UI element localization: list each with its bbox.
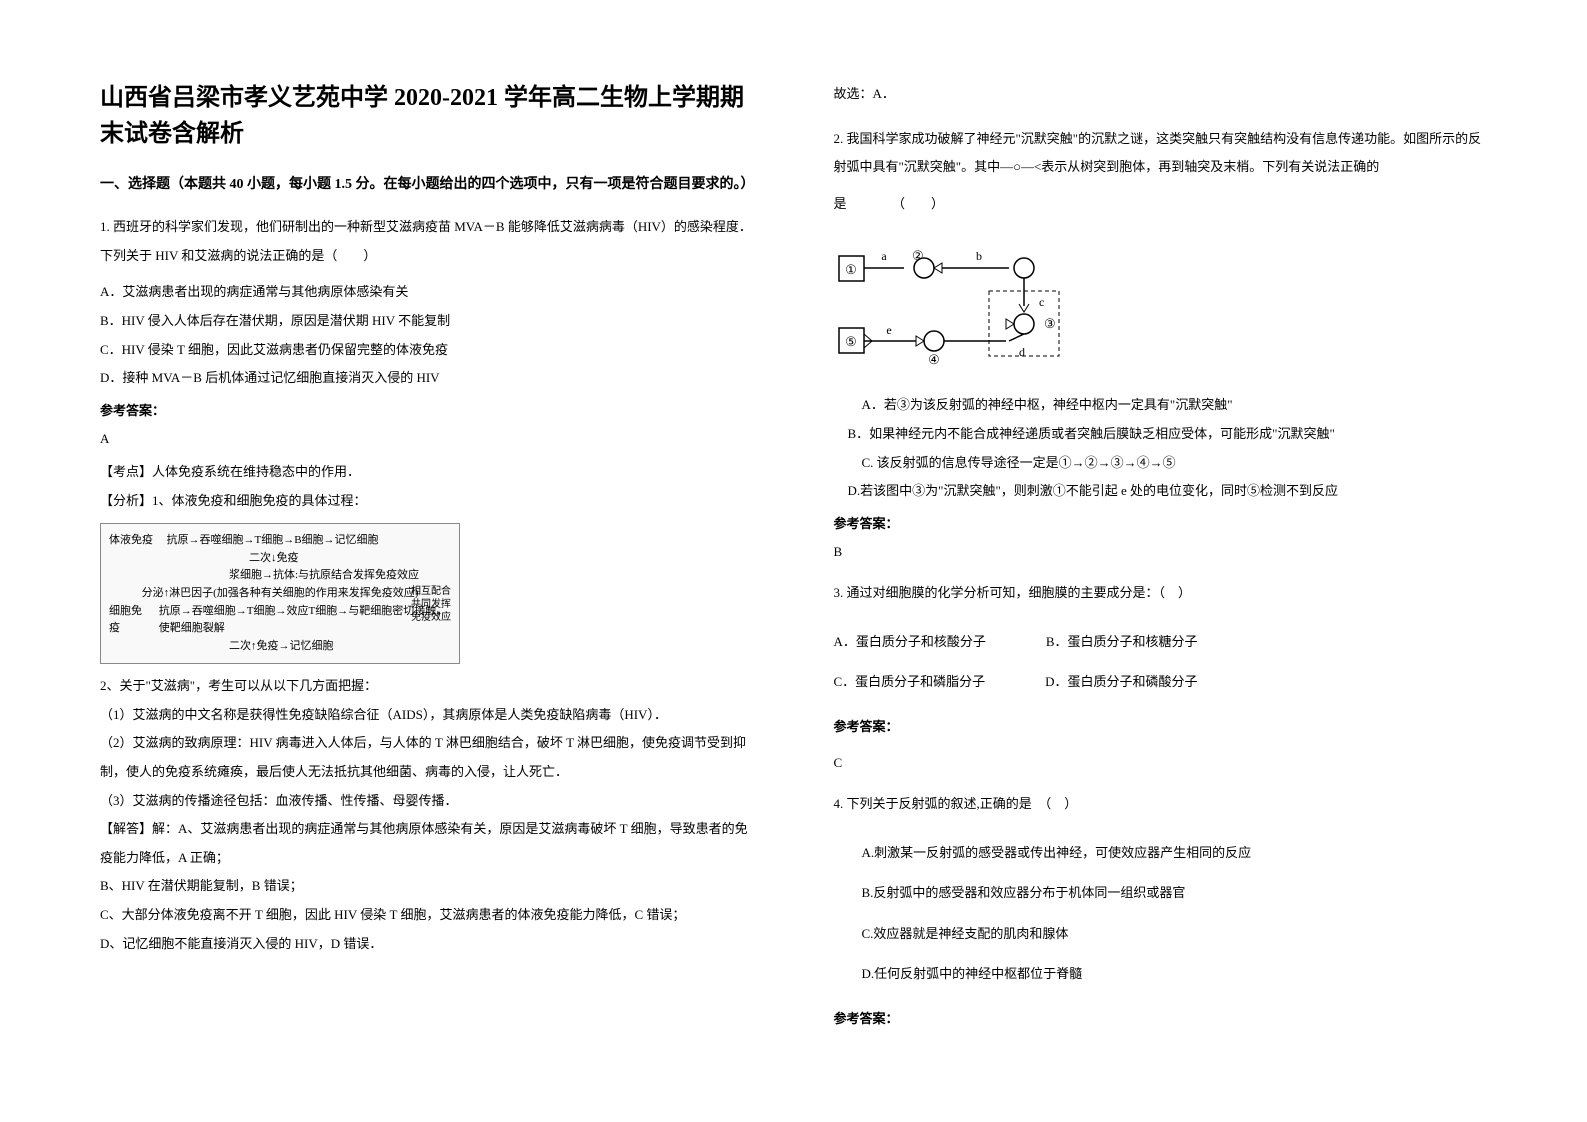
q1-kaodian: 【考点】人体免疫系统在维持稳态中的作用． xyxy=(100,458,754,487)
q1-jieda: 【解答】解：A、艾滋病患者出现的病症通常与其他病原体感染有关，原因是艾滋病毒破坏… xyxy=(100,815,754,872)
q3-answer-label: 参考答案： xyxy=(834,713,1488,742)
q1-point2-2: （2）艾滋病的致病原理：HIV 病毒进入人体后，与人体的 T 淋巴细胞结合，破坏… xyxy=(100,729,754,786)
q3-optB: B．蛋白质分子和核糖分子 xyxy=(1046,628,1198,657)
svg-text:④: ④ xyxy=(928,352,940,367)
q4-answer-label: 参考答案： xyxy=(834,1005,1488,1034)
q1-optC: C．HIV 侵染 T 细胞，因此艾滋病患者仍保留完整的体液免疫 xyxy=(100,336,754,365)
q3-answer: C xyxy=(834,749,1488,778)
diagram-line1: 抗原→吞噬细胞→T细胞→B细胞→记忆细胞 xyxy=(167,532,379,550)
svg-text:d: d xyxy=(1019,345,1025,359)
q2-text: 2. 我国科学家成功破解了神经元"沉默突触"的沉默之谜，这类突触只有突触结构没有… xyxy=(834,125,1488,182)
svg-text:③: ③ xyxy=(1044,316,1056,331)
diagram-tiyemianyi: 体液免疫 xyxy=(109,532,153,550)
q2-optA: A．若③为该反射弧的神经中枢，神经中枢内一定具有"沉默突触" xyxy=(834,391,1488,420)
q1-jiedaC: C、大部分体液免疫离不开 T 细胞，因此 HIV 侵染 T 细胞，艾滋病患者的体… xyxy=(100,901,754,930)
diagram-line6: 二次↑免疫→记忆细胞 xyxy=(109,638,451,656)
q1-optA: A．艾滋病患者出现的病症通常与其他病原体感染有关 xyxy=(100,278,754,307)
q1-optB: B．HIV 侵入人体后存在潜伏期，原因是潜伏期 HIV 不能复制 xyxy=(100,307,754,336)
svg-text:c: c xyxy=(1039,295,1044,309)
q3-optC: C．蛋白质分子和磷脂分子 xyxy=(834,668,986,697)
q1-answer: A xyxy=(100,425,754,454)
diagram-side: 相互配合共同发挥免疫效应 xyxy=(411,585,451,624)
reflex-arc-diagram: ① a ② b c ③ d ④ e ⑤ xyxy=(834,236,1488,381)
q1-point2-intro: 2、关于"艾滋病"，考生可以从以下几方面把握： xyxy=(100,672,754,701)
diagram-line4: 分泌↑淋巴因子(加强各种有关细胞的作用来发挥免疫效应) xyxy=(109,585,451,603)
q1-optD: D．接种 MVA－B 后机体通过记忆细胞直接消灭入侵的 HIV xyxy=(100,364,754,393)
q4-optA: A.刺激某一反射弧的感受器或传出神经，可使效应器产生相同的反应 xyxy=(834,839,1488,868)
q4-text: 4. 下列关于反射弧的叙述,正确的是 （ ） xyxy=(834,790,1488,819)
diagram-line5: 抗原→吞噬细胞→T细胞→效应T细胞→与靶细胞密切接触，使靶细胞裂解 xyxy=(159,603,451,638)
q2-optB: B．如果神经元内不能合成神经递质或者突触后膜缺乏相应受体，可能形成"沉默突触" xyxy=(834,420,1488,449)
q2-answer: B xyxy=(834,538,1488,567)
svg-text:①: ① xyxy=(845,262,857,277)
q2-text2: 是 （ ） xyxy=(834,190,1488,219)
q3-text: 3. 通过对细胞膜的化学分析可知，细胞膜的主要成分是：（ ） xyxy=(834,579,1488,608)
q1-point2-1: （1）艾滋病的中文名称是获得性免疫缺陷综合征（AIDS），其病原体是人类免疫缺陷… xyxy=(100,701,754,730)
q4-optB: B.反射弧中的感受器和效应器分布于机体同一组织或器官 xyxy=(834,879,1488,908)
q1-guxuan: 故选：A． xyxy=(834,80,1488,109)
diagram-line2: 二次↓免疫 xyxy=(109,550,451,568)
left-column: 山西省吕梁市孝义艺苑中学 2020-2021 学年高二生物上学期期末试卷含解析 … xyxy=(100,80,754,1082)
q1-jiedaD: D、记忆细胞不能直接消灭入侵的 HIV，D 错误． xyxy=(100,930,754,959)
immune-diagram: 体液免疫 抗原→吞噬细胞→T细胞→B细胞→记忆细胞 二次↓免疫 浆细胞→抗体:与… xyxy=(100,523,460,664)
q2-optD: D.若该图中③为"沉默突触"，则刺激①不能引起 e 处的电位变化，同时⑤检测不到… xyxy=(834,477,1488,506)
q1-jiedaB: B、HIV 在潜伏期能复制，B 错误； xyxy=(100,872,754,901)
svg-text:⑤: ⑤ xyxy=(845,334,857,349)
svg-text:b: b xyxy=(976,249,982,263)
q4-optD: D.任何反射弧中的神经中枢都位于脊髓 xyxy=(834,960,1488,989)
diagram-line3: 浆细胞→抗体:与抗原结合发挥免疫效应 xyxy=(109,567,451,585)
svg-text:e: e xyxy=(886,323,891,337)
q1-text: 1. 西班牙的科学家们发现，他们研制出的一种新型艾滋病疫苗 MVA－B 能够降低… xyxy=(100,213,754,270)
q1-answer-label: 参考答案： xyxy=(100,397,754,426)
q3-optA: A．蛋白质分子和核酸分子 xyxy=(834,628,986,657)
q1-point2-3: （3）艾滋病的传播途径包括：血液传播、性传播、母婴传播． xyxy=(100,787,754,816)
q2-optC: C. 该反射弧的信息传导途径一定是①→②→③→④→⑤ xyxy=(834,449,1488,478)
q1-fenxi: 【分析】1、体液免疫和细胞免疫的具体过程： xyxy=(100,487,754,516)
q4-optC: C.效应器就是神经支配的肌肉和腺体 xyxy=(834,920,1488,949)
q2-answer-label: 参考答案： xyxy=(834,510,1488,539)
section-header: 一、选择题（本题共 40 小题，每小题 1.5 分。在每小题给出的四个选项中，只… xyxy=(100,172,754,197)
diagram-xibao: 细胞免疫 xyxy=(109,603,145,638)
exam-title: 山西省吕梁市孝义艺苑中学 2020-2021 学年高二生物上学期期末试卷含解析 xyxy=(100,80,754,152)
right-column: 故选：A． 2. 我国科学家成功破解了神经元"沉默突触"的沉默之谜，这类突触只有… xyxy=(834,80,1488,1082)
q3-optD: D．蛋白质分子和磷酸分子 xyxy=(1045,668,1197,697)
svg-text:a: a xyxy=(881,249,887,263)
